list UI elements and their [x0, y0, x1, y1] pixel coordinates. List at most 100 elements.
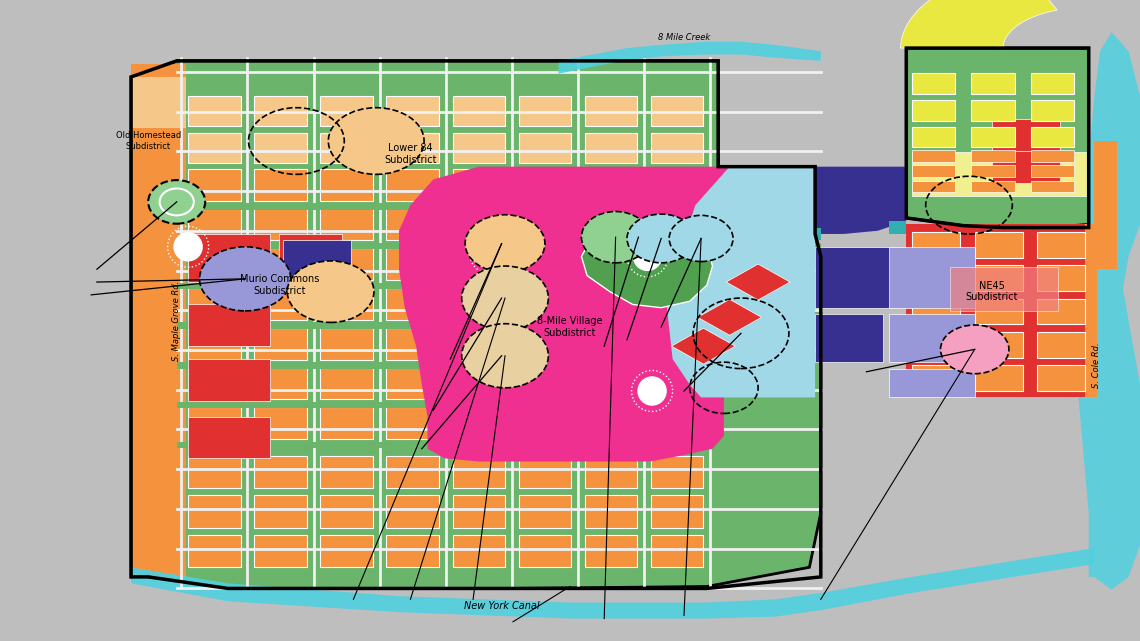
- Polygon shape: [698, 299, 762, 335]
- Bar: [320, 133, 373, 163]
- Bar: [1037, 232, 1085, 258]
- Bar: [453, 96, 505, 126]
- Bar: [971, 150, 1015, 162]
- Text: 8 Mile Creek: 8 Mile Creek: [658, 33, 710, 42]
- Bar: [1031, 165, 1074, 177]
- Ellipse shape: [148, 180, 205, 224]
- Polygon shape: [726, 264, 790, 300]
- Bar: [815, 228, 821, 240]
- Bar: [975, 299, 1023, 324]
- Bar: [177, 283, 821, 289]
- Bar: [254, 535, 307, 567]
- Bar: [386, 328, 439, 360]
- Polygon shape: [906, 48, 1089, 228]
- Bar: [320, 495, 373, 528]
- Bar: [320, 328, 373, 360]
- Bar: [651, 328, 703, 360]
- Bar: [188, 169, 241, 201]
- Bar: [386, 288, 439, 320]
- Polygon shape: [131, 61, 821, 588]
- Bar: [1031, 100, 1074, 121]
- Bar: [889, 369, 975, 397]
- Bar: [651, 169, 703, 201]
- Bar: [912, 73, 955, 94]
- Bar: [386, 96, 439, 126]
- Bar: [188, 96, 241, 126]
- Bar: [815, 314, 884, 362]
- Bar: [950, 267, 1058, 311]
- Bar: [453, 407, 505, 439]
- Bar: [254, 248, 307, 280]
- Bar: [320, 96, 373, 126]
- Bar: [975, 232, 1023, 258]
- Ellipse shape: [287, 261, 374, 322]
- Bar: [585, 133, 637, 163]
- Ellipse shape: [328, 108, 424, 174]
- Bar: [975, 265, 1023, 291]
- Bar: [912, 265, 960, 291]
- Circle shape: [477, 240, 504, 267]
- Bar: [912, 152, 1089, 196]
- Bar: [188, 208, 241, 240]
- Bar: [188, 535, 241, 567]
- Bar: [188, 304, 270, 346]
- Polygon shape: [667, 167, 815, 397]
- Bar: [519, 407, 571, 439]
- Bar: [386, 248, 439, 280]
- Bar: [177, 203, 821, 210]
- Bar: [519, 248, 571, 280]
- Bar: [585, 367, 637, 399]
- Bar: [188, 359, 270, 401]
- Polygon shape: [131, 548, 1094, 619]
- Bar: [188, 133, 241, 163]
- Bar: [320, 456, 373, 488]
- Bar: [585, 248, 637, 280]
- Bar: [254, 407, 307, 439]
- Ellipse shape: [462, 324, 548, 388]
- Bar: [971, 127, 1015, 147]
- Bar: [585, 407, 637, 439]
- Bar: [254, 208, 307, 240]
- Bar: [320, 169, 373, 201]
- Ellipse shape: [581, 212, 650, 263]
- Bar: [386, 169, 439, 201]
- Bar: [519, 133, 571, 163]
- Bar: [651, 96, 703, 126]
- Bar: [585, 456, 637, 488]
- Bar: [519, 367, 571, 399]
- Bar: [1031, 181, 1074, 192]
- Bar: [453, 535, 505, 567]
- Polygon shape: [581, 224, 712, 308]
- Bar: [386, 456, 439, 488]
- Bar: [912, 299, 960, 324]
- Bar: [912, 181, 955, 192]
- Bar: [254, 133, 307, 163]
- Bar: [386, 495, 439, 528]
- Bar: [254, 367, 307, 399]
- Bar: [177, 362, 821, 369]
- Bar: [651, 407, 703, 439]
- Bar: [320, 367, 373, 399]
- Bar: [188, 367, 241, 399]
- Text: NE45
Subdistrict: NE45 Subdistrict: [966, 281, 1018, 303]
- Bar: [453, 367, 505, 399]
- Bar: [912, 332, 960, 358]
- Bar: [1085, 224, 1097, 397]
- Text: 8-Mile Village
Subdistrict: 8-Mile Village Subdistrict: [537, 316, 603, 338]
- Bar: [519, 288, 571, 320]
- Bar: [320, 535, 373, 567]
- Bar: [519, 208, 571, 240]
- Bar: [651, 367, 703, 399]
- Bar: [1031, 150, 1074, 162]
- Bar: [453, 208, 505, 240]
- Bar: [320, 288, 373, 320]
- Bar: [188, 248, 241, 280]
- Bar: [1037, 332, 1085, 358]
- Bar: [254, 288, 307, 320]
- Bar: [651, 288, 703, 320]
- Circle shape: [634, 243, 661, 270]
- Text: Old Homestead
Subdistrict: Old Homestead Subdistrict: [115, 131, 181, 151]
- Bar: [188, 495, 241, 528]
- Bar: [585, 96, 637, 126]
- Bar: [177, 243, 821, 249]
